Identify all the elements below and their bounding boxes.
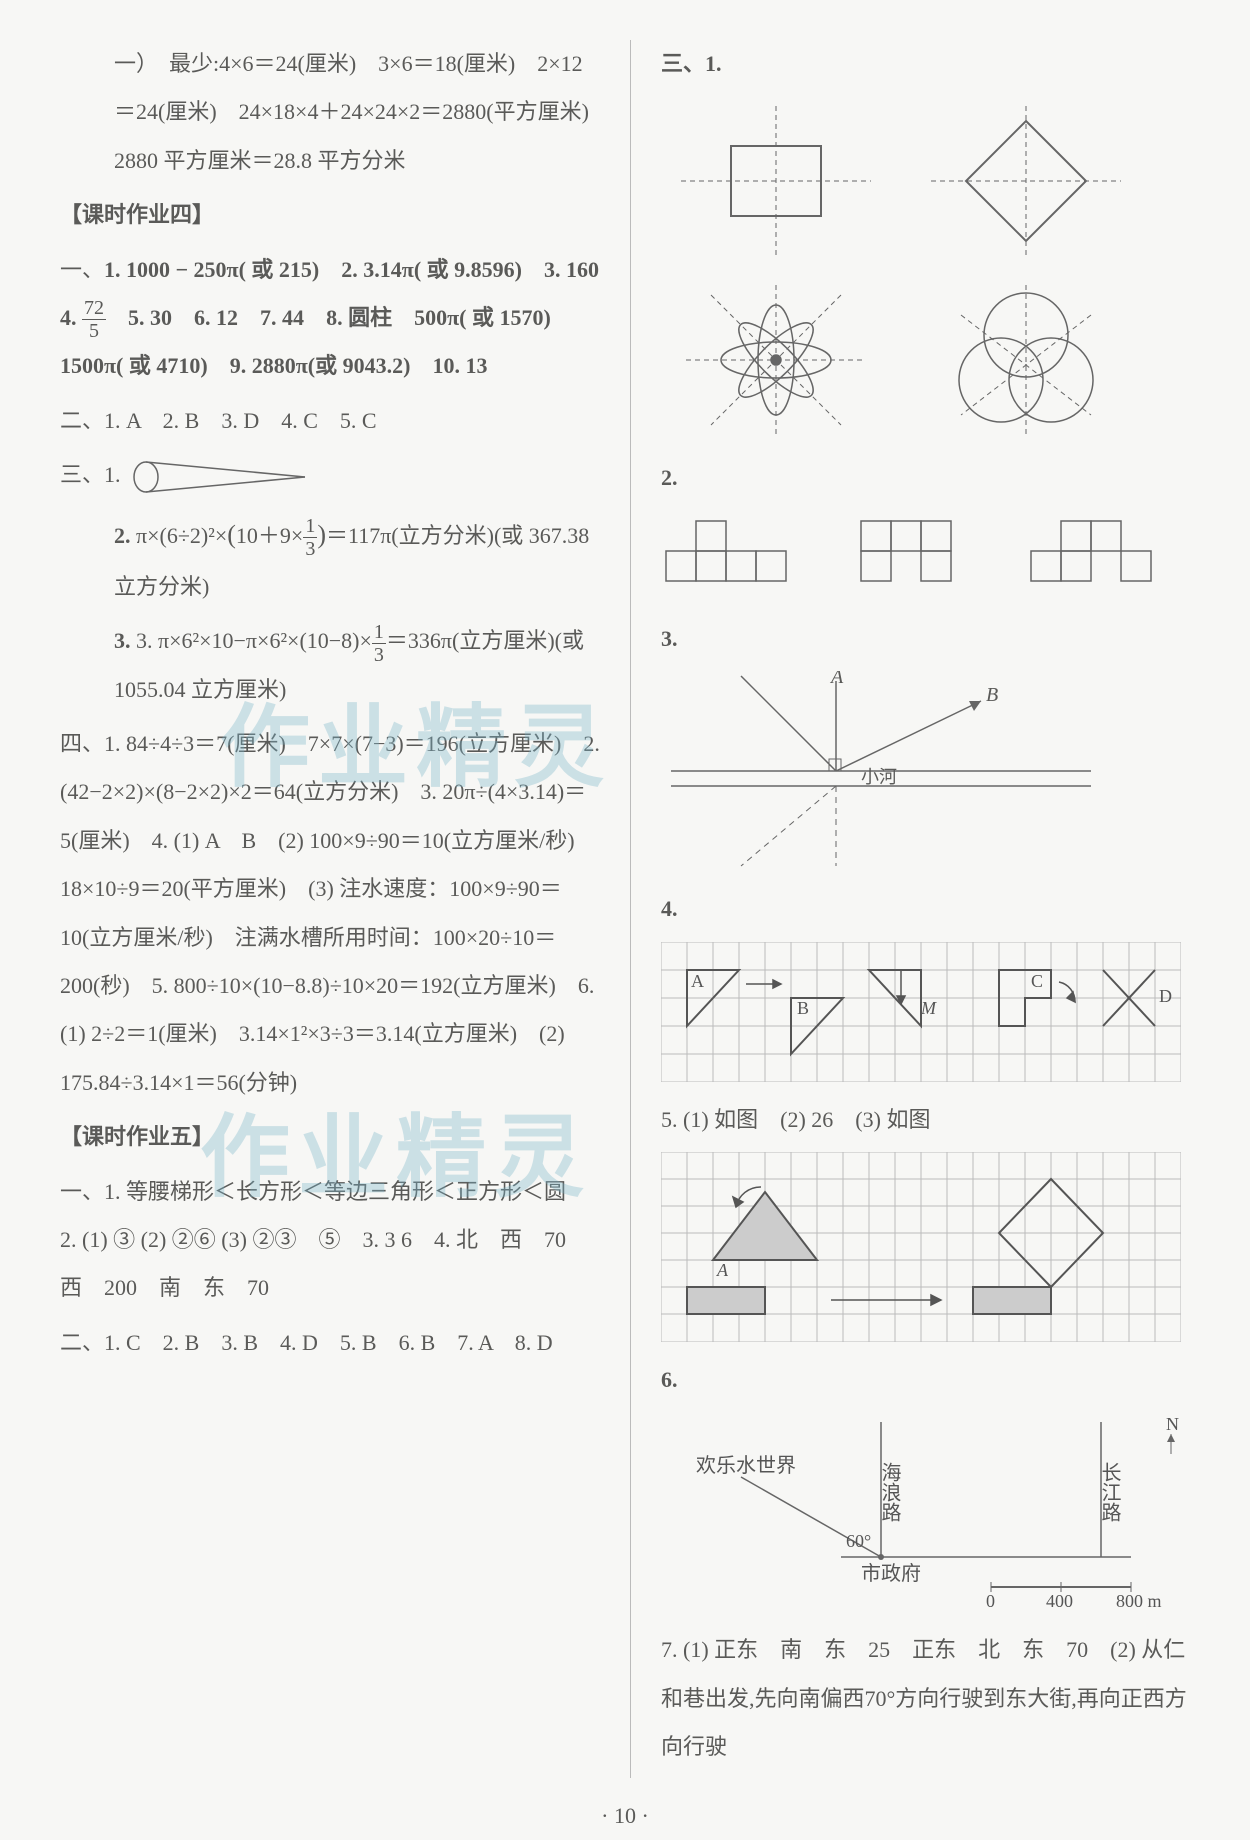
sec1-item-5: 5. 30 — [128, 305, 172, 330]
q4-figure: A B M C D — [661, 942, 1190, 1082]
q3-B-label: B — [986, 684, 998, 706]
q4-D-label: D — [1159, 986, 1172, 1006]
map-changjiang: 长江路 — [1098, 1462, 1121, 1522]
top-continuation-text: 一） 最少:4×6＝24(厘米) 3×6＝18(厘米) 2×12＝24(厘米) … — [60, 40, 600, 185]
frac-1-3b: 13 — [372, 621, 386, 666]
hw4-section3-2: 2. π×(6÷2)²×(10＋9×13)＝117π(立方分米)(或 367.3… — [60, 506, 600, 612]
q5-line: 5. (1) 如图 (2) 26 (3) 如图 — [661, 1096, 1190, 1144]
scale-400: 400 — [1046, 1591, 1073, 1611]
scale-0: 0 — [986, 1591, 995, 1611]
frac-72-5: 725 — [82, 297, 106, 342]
q3-reflection-icon: A B 小河 — [661, 671, 1101, 871]
q6-map-icon: 欢乐水世界 海浪路 长江路 60° 市政府 N 0 400 800 m — [661, 1412, 1181, 1612]
q4-label: 4. — [661, 885, 1190, 933]
q2-label: 2. — [661, 454, 1190, 502]
hw5-title: 【课时作业五】 — [60, 1113, 600, 1161]
q1-figures — [661, 96, 1190, 266]
q1-three-circles-icon — [911, 280, 1141, 440]
frac-1-3a: 13 — [303, 515, 317, 560]
q4-M-label: M — [920, 998, 937, 1018]
map-north: N — [1166, 1414, 1179, 1434]
left-column: 一） 最少:4×6＝24(厘米) 3×6＝18(厘米) 2×12＝24(厘米) … — [60, 40, 600, 1778]
hw4-section3-3: 3. 3. π×6²×10−π×6²×(10−8)×13＝336π(立方厘米)(… — [60, 617, 600, 714]
q7-text: 7. (1) 正东 南 东 25 正东 北 东 70 (2) 从仁和巷出发,先向… — [661, 1626, 1190, 1771]
q1-flower-icon — [661, 280, 891, 440]
q3-river-label: 小河 — [861, 767, 897, 787]
q1-figures-2 — [661, 280, 1190, 440]
sec1-prefix: 一、 — [60, 257, 104, 282]
q1-square-axes-icon — [661, 96, 891, 266]
sec3-label: 三、1. — [60, 462, 121, 487]
q3-figure: A B 小河 — [661, 671, 1190, 871]
hw4-section3-1: 三、1. — [60, 451, 600, 499]
q3-A-label: A — [829, 671, 844, 688]
column-divider — [630, 40, 631, 1778]
hw5-section1: 一、1. 等腰梯形＜长方形＜等边三角形＜正方形＜圆 2. (1) ③ (2) ②… — [60, 1168, 600, 1313]
sec1-item-3: 3. 160 — [544, 257, 599, 282]
sec1-item-10: 10. 13 — [432, 353, 487, 378]
sec1-item-1: 1. 1000 − 250π( 或 215) — [104, 257, 319, 282]
sec1-item-2: 2. 3.14π( 或 9.8596) — [341, 257, 522, 282]
q1-diamond-axes-icon — [911, 96, 1141, 266]
q4-B-label: B — [797, 998, 809, 1018]
sec1-item-6: 6. 12 — [194, 305, 238, 330]
sec1-item-4-label: 4. — [60, 305, 82, 330]
sec3-3a: 3. π×6²×10−π×6²×(10−8)× — [136, 628, 372, 653]
q5-A-label: A — [716, 1260, 729, 1280]
q5-figure: A — [661, 1152, 1190, 1342]
q6-map-figure: 欢乐水世界 海浪路 长江路 60° 市政府 N 0 400 800 m — [661, 1412, 1190, 1612]
hw4-section1: 一、1. 1000 − 250π( 或 215) 2. 3.14π( 或 9.8… — [60, 246, 600, 391]
q6-label: 6. — [661, 1356, 1190, 1404]
q2-polyominoes-icon — [661, 511, 1161, 601]
map-citygov: 市政府 — [861, 1562, 921, 1585]
cone-icon — [130, 459, 310, 495]
right-column: 三、1. — [661, 40, 1190, 1778]
map-hailang: 海浪路 — [878, 1462, 901, 1522]
q3-label: 3. — [661, 615, 1190, 663]
map-happywater: 欢乐水世界 — [696, 1454, 796, 1477]
page-columns: 一） 最少:4×6＝24(厘米) 3×6＝18(厘米) 2×12＝24(厘米) … — [60, 40, 1190, 1778]
hw5-section2: 二、1. C 2. B 3. B 4. D 5. B 6. B 7. A 8. … — [60, 1319, 600, 1367]
right-sec3-label: 三、1. — [661, 40, 1190, 88]
q4-A-label: A — [691, 971, 704, 991]
sec1-item-7: 7. 44 — [260, 305, 304, 330]
scale-800: 800 m — [1116, 1591, 1162, 1611]
hw4-section2: 二、1. A 2. B 3. D 4. C 5. C — [60, 397, 600, 445]
hw4-title: 【课时作业四】 — [60, 191, 600, 239]
q5-grid-icon: A — [661, 1152, 1181, 1342]
q2-figure — [661, 511, 1190, 601]
sec1-item-9: 9. 2880π(或 9043.2) — [230, 353, 411, 378]
hw4-section4: 四、1. 84÷4÷3＝7(厘米) 7×7×(7−3)＝196(立方厘米) 2.… — [60, 720, 600, 1107]
q4-C-label: C — [1031, 971, 1043, 991]
map-angle: 60° — [846, 1531, 871, 1551]
page-footer: · 10 · — [60, 1792, 1190, 1840]
q4-grid-shapes-icon: A B M C D — [661, 942, 1181, 1082]
